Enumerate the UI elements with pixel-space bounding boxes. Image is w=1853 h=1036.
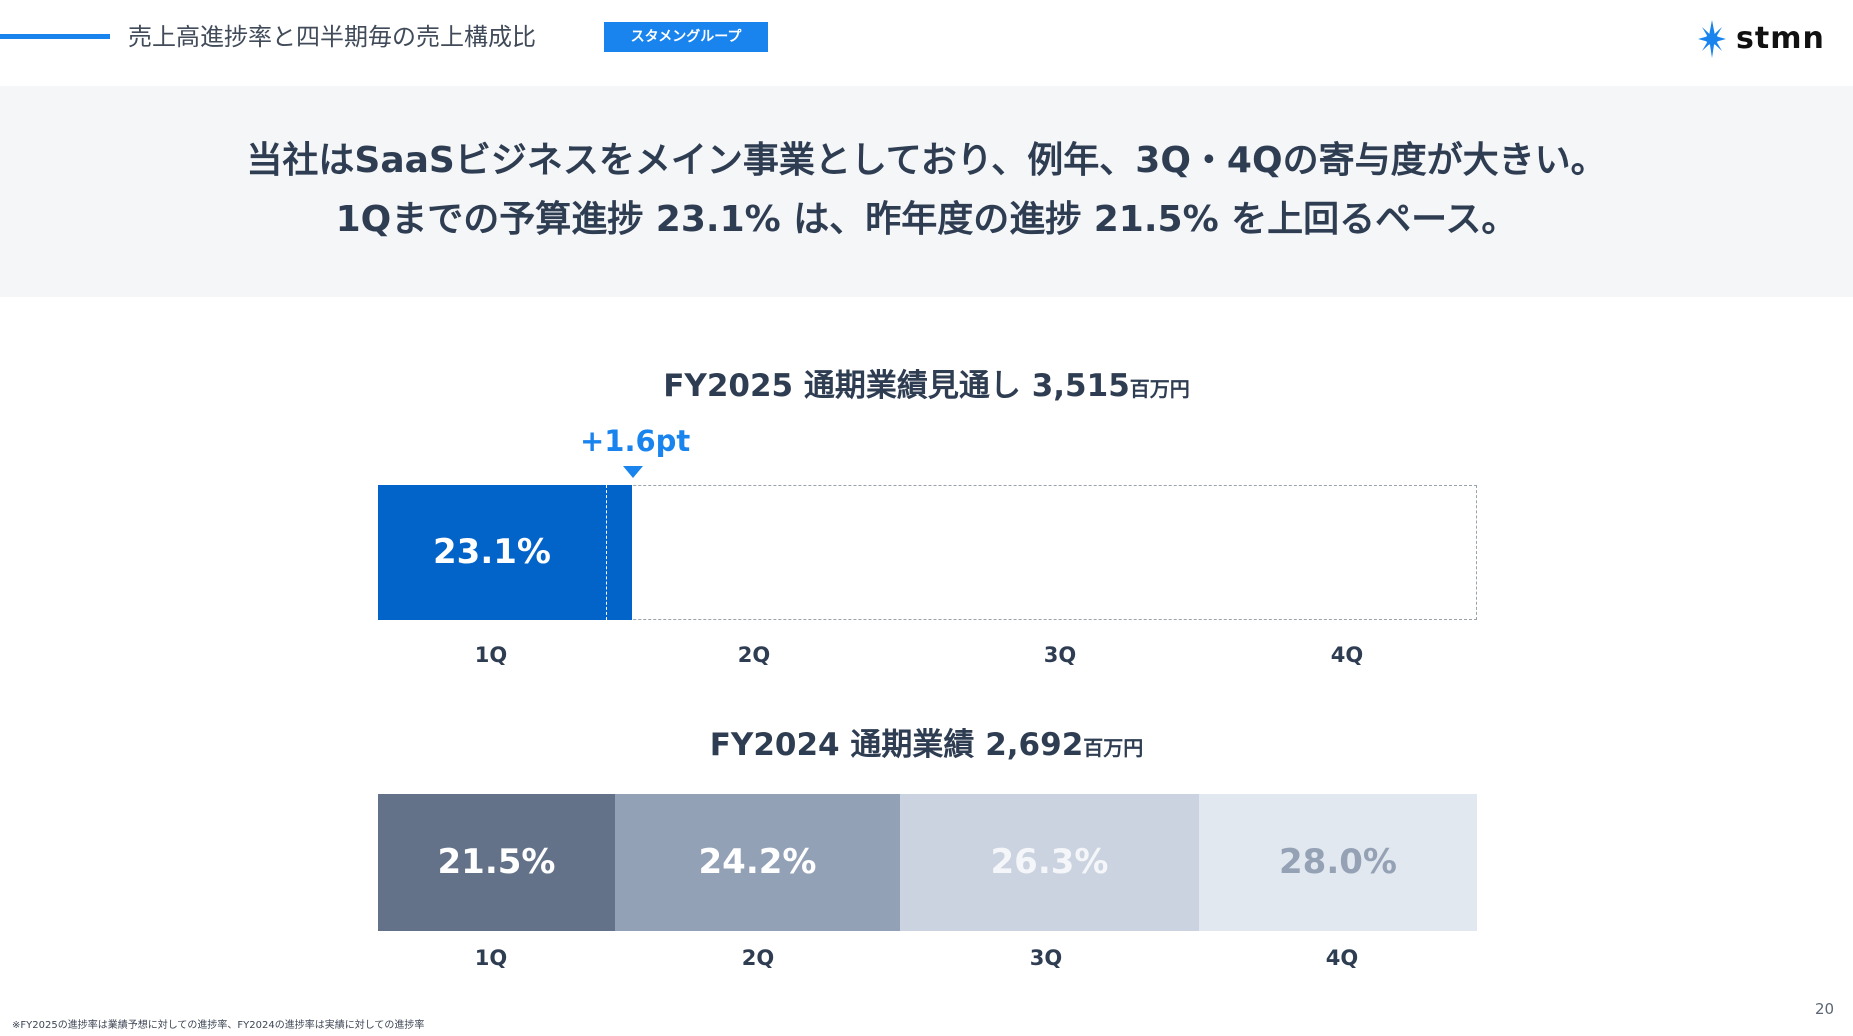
fy2024-quarter-label: 4Q	[1325, 946, 1359, 970]
fy2025-bar-fill	[378, 485, 632, 620]
page-number: 20	[1815, 1000, 1835, 1018]
fy2024-quarter-label: 1Q	[474, 946, 508, 970]
header-accent-line	[0, 34, 110, 39]
headline-band	[0, 86, 1853, 297]
triangle-down-icon	[623, 466, 643, 478]
company-badge: スタメングループ	[604, 22, 768, 52]
fy2024-segment-4q: 28.0%	[1199, 794, 1477, 931]
fy2025-quarter-label: 2Q	[737, 643, 771, 667]
headline-line-2: 1Qまでの予算進捗 23.1% は、昨年度の進捗 21.5% を上回るペース。	[335, 199, 1518, 240]
star-burst-icon	[1698, 20, 1726, 58]
fy2024-title-text: FY2024 通期業績 2,692	[709, 727, 1084, 763]
fy2024-segment-3q: 26.3%	[900, 794, 1199, 931]
headline-line-1: 当社はSaaSビジネスをメイン事業としており、例年、3Q・4Qの寄与度が大きい。	[246, 140, 1607, 181]
fy2025-chart-title: FY2025 通期業績見通し 3,515百万円	[0, 366, 1853, 411]
fy2025-quarter-label: 3Q	[1043, 643, 1077, 667]
fy2024-chart-title: FY2024 通期業績 2,692百万円	[0, 725, 1853, 770]
fy2024-quarter-label: 3Q	[1029, 946, 1063, 970]
stmn-logo: stmn	[1698, 20, 1825, 58]
footnote: ※FY2025の進捗率は業績予想に対しての進捗率、FY2024の進捗率は実績に対…	[12, 1020, 425, 1031]
fy2024-1q-marker-line	[606, 485, 607, 620]
fy2025-title-unit: 百万円	[1129, 377, 1190, 401]
logo-text: stmn	[1736, 21, 1825, 56]
fy2025-quarter-label: 1Q	[474, 643, 508, 667]
fy2024-segment-1q: 21.5%	[378, 794, 615, 931]
fy2024-title-unit: 百万円	[1083, 736, 1144, 760]
delta-label: +1.6pt	[580, 424, 691, 458]
fy2025-quarter-label: 4Q	[1330, 643, 1364, 667]
fy2025-title-text: FY2025 通期業績見通し 3,515	[663, 368, 1130, 404]
fy2024-quarter-label: 2Q	[741, 946, 775, 970]
fy2025-bar-value: 23.1%	[433, 532, 551, 572]
fy2024-segment-2q: 24.2%	[615, 794, 900, 931]
page-title: 売上高進捗率と四半期毎の売上構成比	[128, 23, 536, 51]
